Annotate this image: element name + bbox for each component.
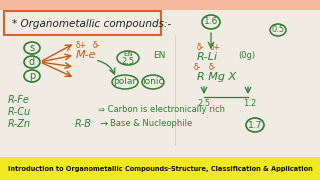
Text: R-Zn: R-Zn: [8, 119, 31, 129]
Text: R-Li: R-Li: [197, 52, 218, 62]
Text: * Organometallic compounds:-: * Organometallic compounds:-: [12, 19, 171, 29]
Text: 0.5: 0.5: [271, 26, 284, 35]
Text: →: →: [100, 119, 108, 129]
Text: Base & Nucleophile: Base & Nucleophile: [110, 120, 192, 129]
Text: R-Cu: R-Cu: [8, 107, 31, 117]
Text: EN: EN: [153, 51, 165, 60]
Text: 1.7: 1.7: [248, 120, 262, 129]
Text: δ-: δ-: [93, 42, 100, 51]
Text: d: d: [29, 57, 35, 67]
Text: R-B: R-B: [75, 119, 92, 129]
Text: 1.6: 1.6: [204, 17, 218, 26]
Text: (0g): (0g): [238, 51, 255, 60]
Text: polar: polar: [113, 78, 137, 87]
Text: Introduction to Organometallic Compounds-Structure, Classification & Application: Introduction to Organometallic Compounds…: [8, 165, 312, 172]
Text: δ+: δ+: [210, 42, 220, 51]
Text: 2.5: 2.5: [121, 57, 135, 66]
Text: M-e: M-e: [76, 50, 97, 60]
Text: 2.5: 2.5: [197, 98, 210, 107]
Bar: [0, 157, 320, 180]
Text: δ-: δ-: [196, 42, 204, 51]
Text: δ-: δ-: [208, 64, 216, 73]
Text: R Mg X: R Mg X: [197, 72, 236, 82]
Text: δ+: δ+: [76, 42, 87, 51]
Text: ⇒ Carbon is electronically rich: ⇒ Carbon is electronically rich: [98, 105, 225, 114]
Text: δ-: δ-: [193, 64, 201, 73]
Text: EN: EN: [123, 51, 133, 57]
Bar: [0, 0, 320, 10]
Text: R-Fe: R-Fe: [8, 95, 30, 105]
Text: s: s: [29, 43, 35, 53]
Text: 1.2: 1.2: [243, 98, 256, 107]
Text: ionic: ionic: [142, 78, 164, 87]
Text: p: p: [29, 71, 35, 81]
